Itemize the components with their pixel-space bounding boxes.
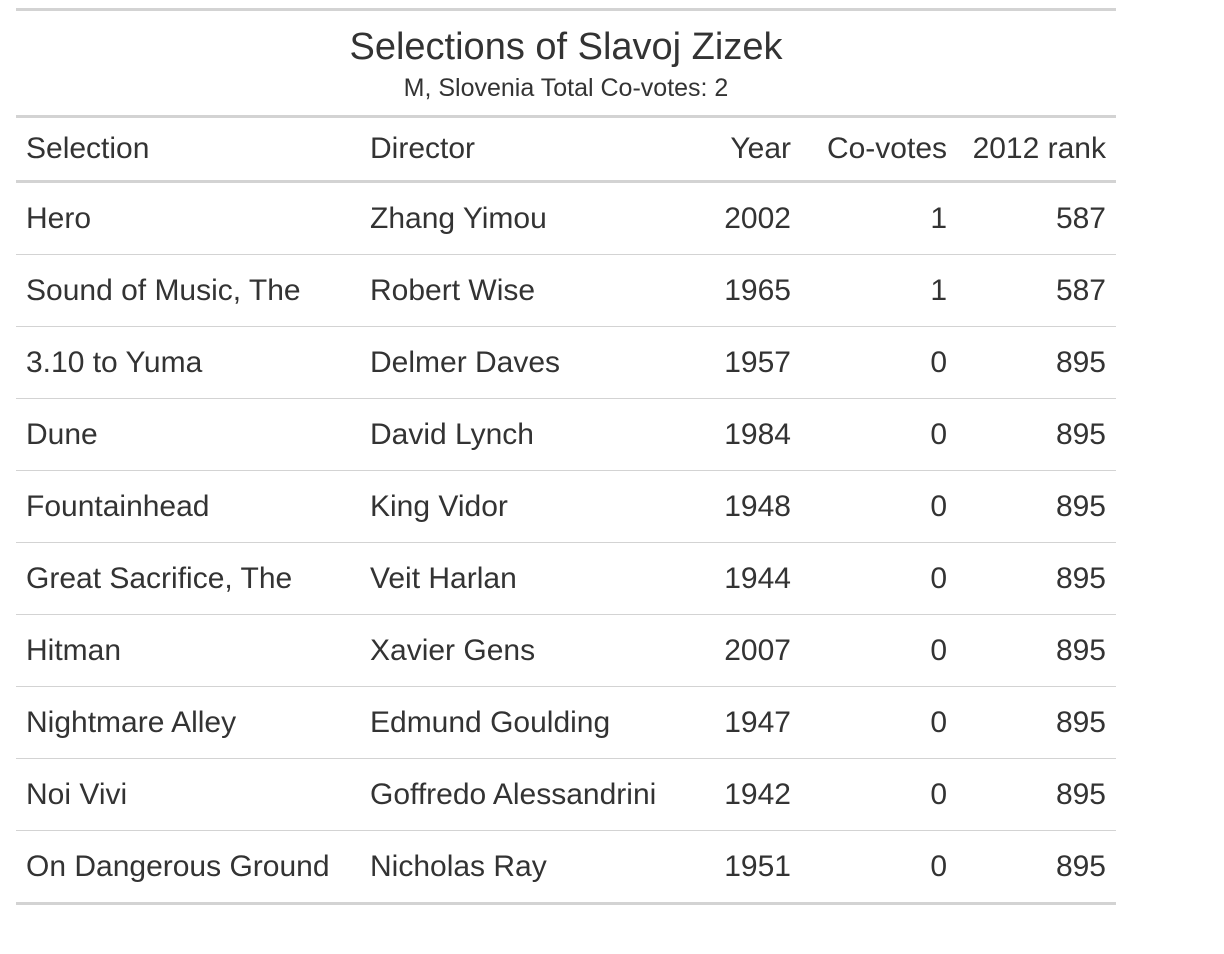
cell-year: 1947 — [696, 686, 801, 759]
cell-year: 1948 — [696, 470, 801, 543]
cell-director: Nicholas Ray — [360, 830, 696, 905]
cell-year: 2007 — [696, 614, 801, 687]
table-row: Hitman Xavier Gens 2007 0 895 — [16, 614, 1116, 687]
table-row: On Dangerous Ground Nicholas Ray 1951 0 … — [16, 830, 1116, 905]
cell-director: Robert Wise — [360, 254, 696, 327]
cell-year: 1951 — [696, 830, 801, 905]
table-row: Hero Zhang Yimou 2002 1 587 — [16, 181, 1116, 255]
cell-rank: 895 — [957, 398, 1116, 471]
cell-rank: 895 — [957, 542, 1116, 615]
cell-selection: Nightmare Alley — [16, 686, 360, 759]
cell-selection: Dune — [16, 398, 360, 471]
cell-covotes: 1 — [801, 254, 957, 327]
cell-rank: 895 — [957, 830, 1116, 905]
table-row: Nightmare Alley Edmund Goulding 1947 0 8… — [16, 686, 1116, 759]
cell-rank: 895 — [957, 326, 1116, 399]
cell-year: 1984 — [696, 398, 801, 471]
cell-director: David Lynch — [360, 398, 696, 471]
table-row: Sound of Music, The Robert Wise 1965 1 5… — [16, 254, 1116, 327]
cell-year: 1965 — [696, 254, 801, 327]
cell-year: 2002 — [696, 181, 801, 255]
cell-rank: 895 — [957, 614, 1116, 687]
cell-covotes: 0 — [801, 398, 957, 471]
table-row: Noi Vivi Goffredo Alessandrini 1942 0 89… — [16, 758, 1116, 831]
cell-covotes: 0 — [801, 758, 957, 831]
table-body: Hero Zhang Yimou 2002 1 587 Sound of Mus… — [16, 181, 1116, 905]
column-header-selection: Selection — [16, 118, 360, 183]
cell-director: Edmund Goulding — [360, 686, 696, 759]
cell-director: Xavier Gens — [360, 614, 696, 687]
table-row: Great Sacrifice, The Veit Harlan 1944 0 … — [16, 542, 1116, 615]
cell-selection: Great Sacrifice, The — [16, 542, 360, 615]
cell-selection: 3.10 to Yuma — [16, 326, 360, 399]
cell-covotes: 0 — [801, 542, 957, 615]
cell-covotes: 0 — [801, 686, 957, 759]
cell-director: Delmer Daves — [360, 326, 696, 399]
cell-covotes: 0 — [801, 470, 957, 543]
cell-selection: On Dangerous Ground — [16, 830, 360, 905]
table-heading: Selections of Slavoj Zizek M, Slovenia T… — [16, 11, 1116, 118]
column-header-covotes: Co-votes — [801, 118, 957, 183]
cell-rank: 895 — [957, 758, 1116, 831]
column-header-year: Year — [696, 118, 801, 183]
cell-director: Veit Harlan — [360, 542, 696, 615]
cell-covotes: 0 — [801, 326, 957, 399]
cell-rank: 895 — [957, 470, 1116, 543]
cell-year: 1942 — [696, 758, 801, 831]
cell-rank: 895 — [957, 686, 1116, 759]
cell-rank: 587 — [957, 181, 1116, 255]
table-row: 3.10 to Yuma Delmer Daves 1957 0 895 — [16, 326, 1116, 399]
cell-selection: Fountainhead — [16, 470, 360, 543]
table-row: Fountainhead King Vidor 1948 0 895 — [16, 470, 1116, 543]
table-subtitle: M, Slovenia Total Co-votes: 2 — [403, 74, 729, 102]
cell-selection: Hitman — [16, 614, 360, 687]
header-row: Selection Director Year Co-votes 2012 ra… — [16, 118, 1116, 183]
cell-director: King Vidor — [360, 470, 696, 543]
cell-selection: Sound of Music, The — [16, 254, 360, 327]
cell-director: Zhang Yimou — [360, 181, 696, 255]
cell-year: 1957 — [696, 326, 801, 399]
data-table: Selection Director Year Co-votes 2012 ra… — [16, 118, 1116, 905]
top-rule — [16, 8, 1116, 11]
table-title: Selections of Slavoj Zizek — [349, 26, 783, 68]
cell-selection: Hero — [16, 181, 360, 255]
cell-director: Goffredo Alessandrini — [360, 758, 696, 831]
cell-year: 1944 — [696, 542, 801, 615]
selections-table: Selections of Slavoj Zizek M, Slovenia T… — [16, 8, 1116, 905]
column-header-rank: 2012 rank — [957, 118, 1116, 183]
cell-covotes: 0 — [801, 614, 957, 687]
cell-rank: 587 — [957, 254, 1116, 327]
column-header-director: Director — [360, 118, 696, 183]
cell-selection: Noi Vivi — [16, 758, 360, 831]
table-row: Dune David Lynch 1984 0 895 — [16, 398, 1116, 471]
cell-covotes: 1 — [801, 181, 957, 255]
cell-covotes: 0 — [801, 830, 957, 905]
